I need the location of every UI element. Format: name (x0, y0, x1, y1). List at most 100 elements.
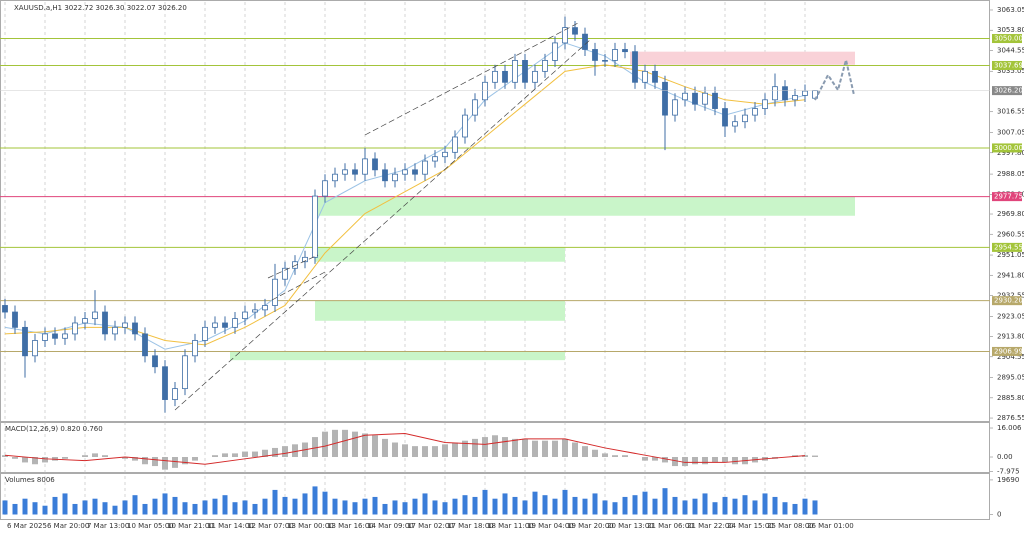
volume-bar (352, 502, 358, 515)
candle-body (802, 90, 808, 96)
level-label: 3050.00 (994, 35, 1023, 43)
level-label-box (992, 242, 1022, 252)
x-tick-label: 21 Mar 22:00 (687, 522, 734, 530)
volume-bar (572, 496, 578, 515)
volume-bar (772, 496, 778, 515)
x-tick-label: 20 Mar 13:00 (607, 522, 654, 530)
last-price-box (992, 86, 1022, 96)
macd-bar (392, 442, 398, 458)
y-tick-label: 3044.55 (997, 46, 1024, 54)
level-label-box (992, 143, 1022, 153)
level-label-box (992, 192, 1022, 202)
volume-bar (322, 491, 328, 515)
macd-bar (92, 453, 98, 458)
forecast-path (814, 59, 855, 101)
y-tick-label: 2876.55 (997, 414, 1024, 422)
y-tick-label: 2988.05 (997, 170, 1024, 178)
candle-body (342, 169, 348, 175)
level-label-box (992, 60, 1022, 70)
volume-bar (692, 498, 698, 515)
macd-bar (192, 457, 198, 461)
volume-bar (542, 495, 548, 515)
y-tick-label: 3063.05 (997, 6, 1024, 14)
candle-body (482, 81, 488, 101)
candle-body (2, 305, 8, 313)
y-tick-label: 2941.80 (997, 271, 1024, 279)
candle-body (282, 267, 288, 280)
x-tick-label: 10 Mar 05:00 (127, 522, 174, 530)
candle-body (742, 114, 748, 123)
channel-line (271, 271, 326, 301)
volume-bar (462, 495, 468, 515)
level-label-box (992, 34, 1022, 44)
candle-body (262, 305, 268, 311)
macd-bar (582, 446, 588, 458)
volume-panel (0, 473, 990, 520)
candle-body (372, 158, 378, 171)
zone (315, 247, 565, 262)
volume-bar (792, 503, 798, 515)
y-tick-label: 3007.05 (997, 129, 1024, 137)
macd-bar (32, 457, 38, 465)
volume-bar (52, 496, 58, 515)
macd-bar (812, 455, 818, 458)
level-label: 2906.99 (994, 347, 1023, 355)
last-price-label: 3026.20 (994, 87, 1023, 95)
macd-bar (152, 457, 158, 467)
volume-bar (72, 503, 78, 515)
x-tick-label: 21 Mar 06:00 (647, 522, 694, 530)
macd-bar (722, 457, 728, 463)
candle-body (762, 99, 768, 109)
macd-bar (622, 455, 628, 458)
candle-body (562, 27, 568, 44)
macd-bar (702, 457, 708, 465)
candle-body (402, 169, 408, 175)
y-tick-label: 19690 (997, 476, 1019, 484)
macd-bar (422, 446, 428, 458)
candle-body (612, 49, 618, 61)
candle-body (312, 195, 318, 258)
macd-bar (172, 457, 178, 468)
candle-body (232, 318, 238, 328)
macd-bar (82, 455, 88, 458)
candle-body (502, 70, 508, 83)
volume-bar (672, 496, 678, 515)
level-label-box (992, 346, 1022, 356)
volume-bar (742, 495, 748, 515)
macd-bar (592, 449, 598, 458)
macd-bar (532, 440, 538, 458)
macd-bar (692, 457, 698, 465)
y-tick-label: 3016.55 (997, 108, 1024, 116)
volume-bar (662, 488, 668, 515)
signal-line (4, 432, 806, 465)
macd-bar (62, 457, 68, 459)
x-tick-label: 26 Mar 01:00 (807, 522, 854, 530)
candle-body (352, 169, 358, 175)
candle-body (452, 136, 458, 153)
x-tick-label: 13 Mar 16:00 (327, 522, 374, 530)
macd-bar (732, 457, 738, 465)
macd-bar (22, 457, 28, 463)
volume-bar (232, 502, 238, 515)
volume-bar (112, 505, 118, 515)
macd-bar (552, 440, 558, 458)
macd-bar (242, 451, 248, 458)
macd-bar (372, 435, 378, 458)
volume-bar (402, 502, 408, 515)
volume-bar (602, 500, 608, 515)
candle-body (42, 333, 48, 341)
y-tick-label: 2913.80 (997, 333, 1024, 341)
zone (630, 51, 855, 65)
candle-body (92, 311, 98, 320)
zone (315, 196, 855, 216)
macd-bar (492, 435, 498, 458)
macd-bar (282, 446, 288, 458)
macd-bar (452, 442, 458, 458)
candle-body (632, 51, 638, 83)
candle-body (672, 99, 678, 116)
volume-bar (422, 493, 428, 515)
volume-bar (132, 495, 138, 515)
macd-bar (502, 437, 508, 458)
candle-body (362, 158, 368, 175)
